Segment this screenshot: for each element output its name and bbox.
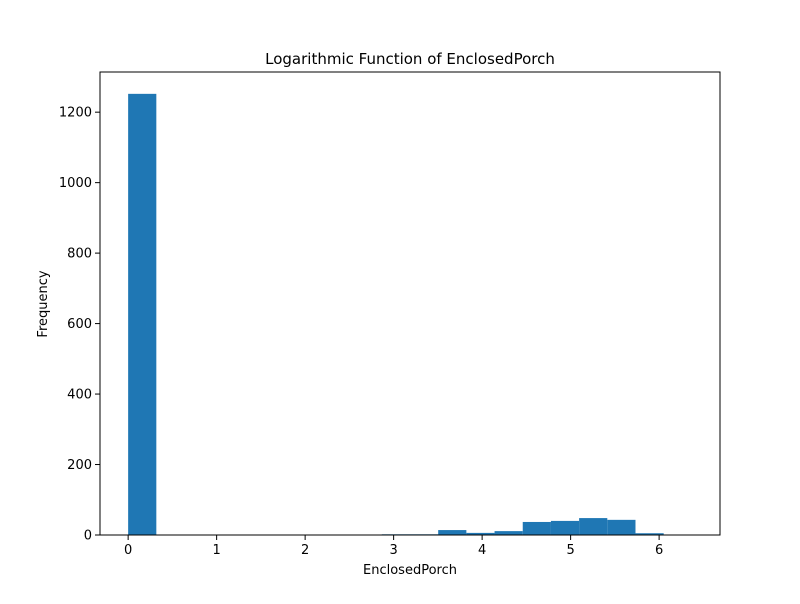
x-tick-label: 0 — [124, 543, 132, 558]
y-tick-label: 1000 — [59, 176, 92, 191]
x-tick-label: 1 — [212, 543, 220, 558]
histogram-bar — [128, 93, 157, 536]
y-tick-label: 400 — [67, 388, 92, 403]
x-tick-label: 3 — [389, 543, 397, 558]
histogram-bar — [607, 519, 636, 535]
x-axis-label: EnclosedPorch — [363, 563, 457, 578]
y-tick-label: 0 — [84, 529, 92, 544]
x-tick-label: 4 — [478, 543, 486, 558]
y-tick-label: 1200 — [59, 106, 92, 121]
histogram-bar — [438, 530, 467, 535]
bars-group — [128, 93, 664, 536]
histogram-bar — [494, 531, 523, 535]
histogram-bar — [635, 533, 664, 535]
x-tick-label: 5 — [566, 543, 574, 558]
chart-title: Logarithmic Function of EnclosedPorch — [265, 50, 555, 68]
y-tick-label: 600 — [67, 317, 92, 332]
x-tick-label: 2 — [301, 543, 309, 558]
y-tick-label: 800 — [67, 247, 92, 262]
histogram-bar — [579, 518, 608, 535]
histogram-bar — [522, 521, 551, 535]
y-tick-label: 200 — [67, 458, 92, 473]
y-axis-ticks: 0 200 400 600 800 1000 1200 — [59, 106, 100, 544]
y-axis-label: Frequency — [36, 270, 51, 337]
x-tick-label: 6 — [655, 543, 663, 558]
x-axis-ticks: 0 1 2 3 4 5 6 — [124, 535, 663, 558]
plot-frame — [99, 71, 721, 536]
histogram-bar — [466, 532, 495, 535]
histogram-bar — [550, 520, 580, 535]
